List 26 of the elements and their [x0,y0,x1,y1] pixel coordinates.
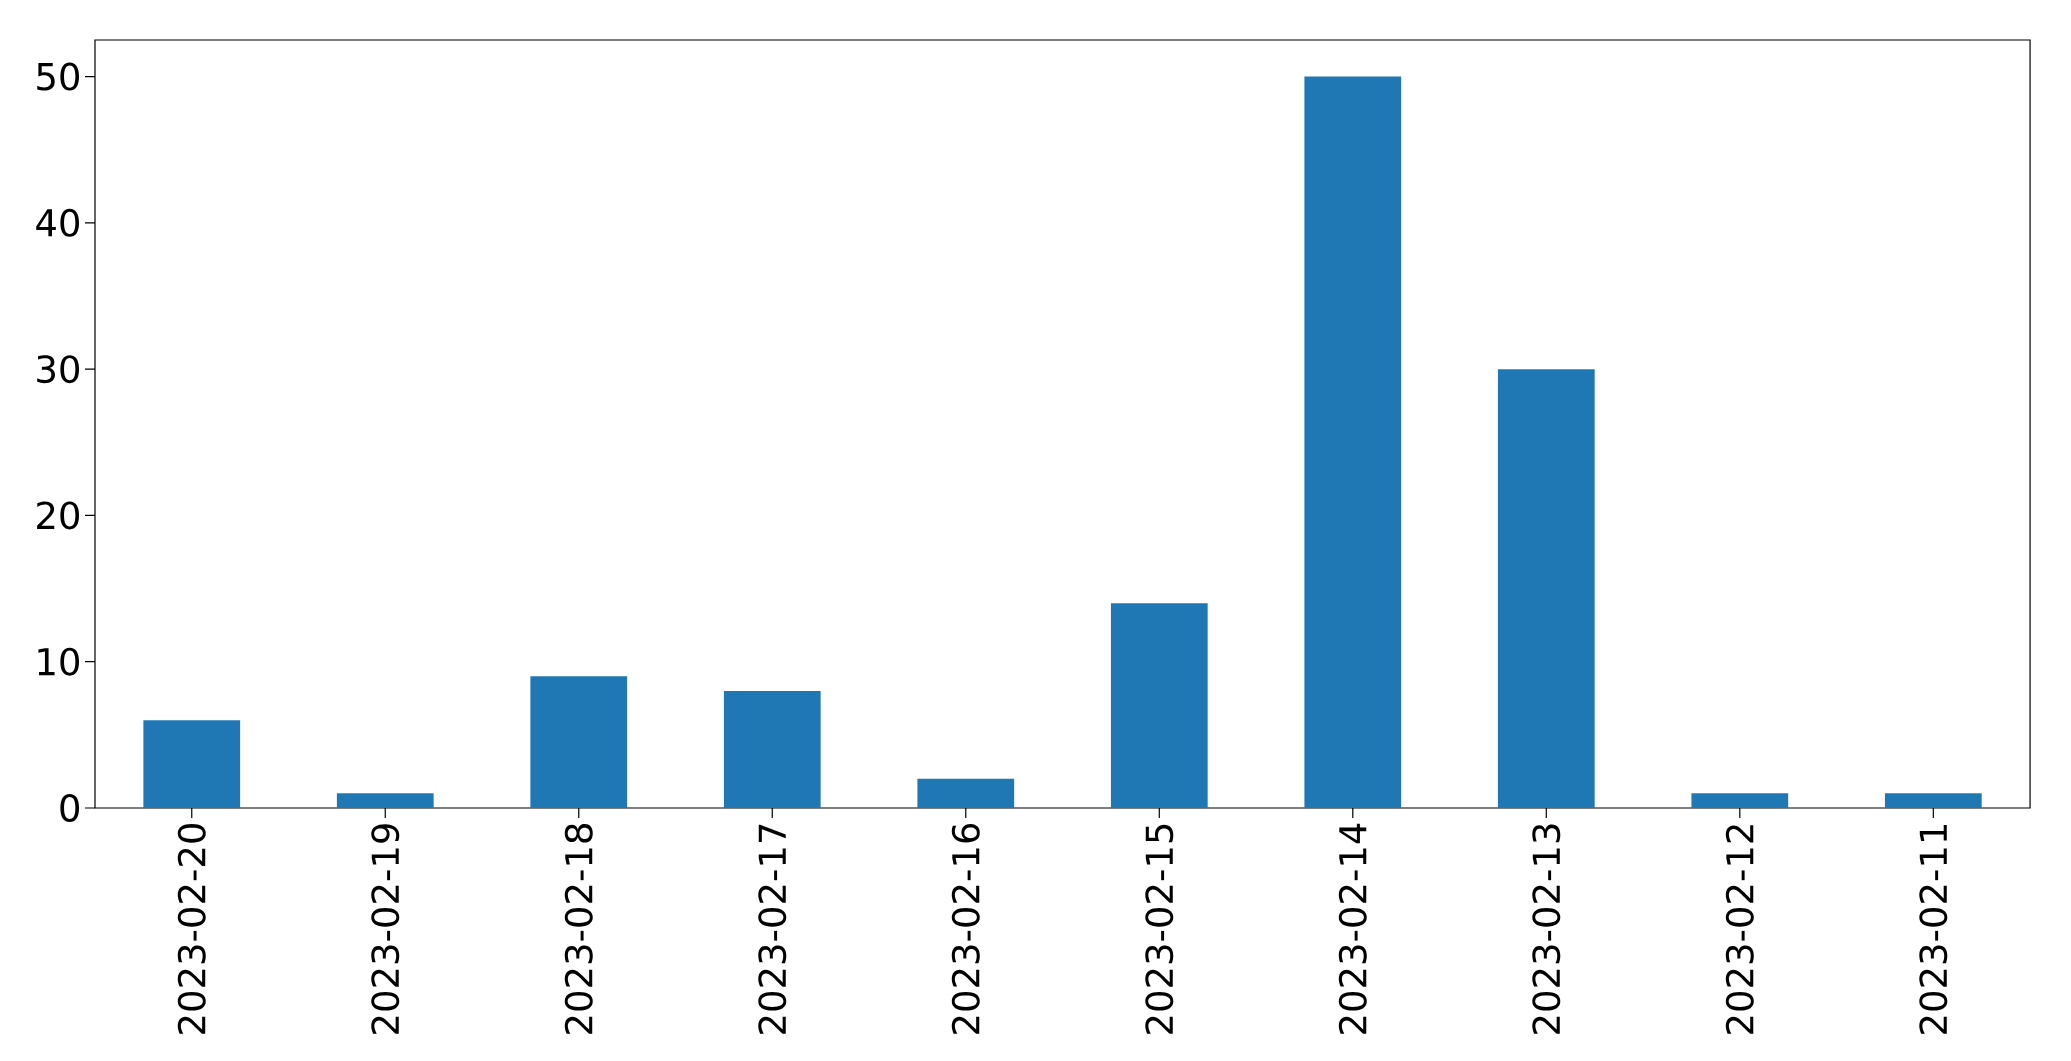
y-tick-label: 0 [60,794,80,822]
x-tick-label: 2023-02-17 [758,824,787,1034]
y-tick-label: 40 [36,208,80,237]
bar [143,720,241,808]
x-tick-label: 2023-02-20 [177,824,206,1034]
x-tick-label: 2023-02-14 [1338,823,1367,1034]
bar [530,676,628,808]
bar [1497,369,1595,808]
bar [1110,603,1208,808]
bar [723,690,821,808]
y-tick-label: 50 [37,62,80,91]
bar [1884,793,1982,808]
bar [917,778,1015,808]
y-tick-label: 10 [38,647,80,676]
bar [336,793,434,808]
bar [1304,76,1402,808]
x-tick-label: 2023-02-11 [1919,824,1948,1034]
x-tick-label: 2023-02-12 [1725,825,1754,1034]
x-tick-label: 2023-02-16 [951,823,980,1034]
y-tick-label: 20 [37,501,80,530]
x-tick-label: 2023-02-13 [1532,824,1561,1034]
y-tick-label: 30 [37,355,80,384]
x-tick-label: 2023-02-19 [371,824,400,1034]
bar [1691,793,1789,808]
x-tick-label: 2023-02-15 [1145,824,1174,1034]
x-tick-label: 2023-02-18 [564,824,593,1034]
